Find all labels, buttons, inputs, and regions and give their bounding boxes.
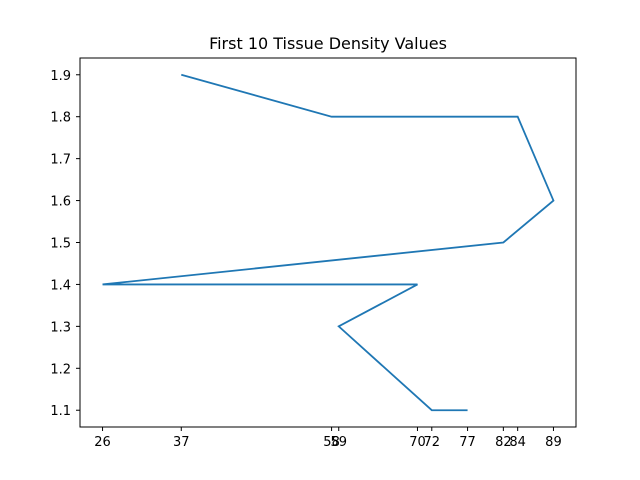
x-tick-label: 89: [545, 435, 562, 450]
y-tick-label: 1.3: [50, 320, 71, 335]
chart-title: First 10 Tissue Density Values: [209, 34, 447, 53]
y-tick-label: 1.5: [50, 237, 71, 252]
x-tick-label: 59: [330, 435, 347, 450]
series-line: [102, 73, 555, 412]
x-tick-label: 58: [323, 435, 340, 450]
y-tick-label: 1.2: [50, 362, 71, 377]
x-tick-label: 82: [495, 435, 512, 450]
x-tick-label: 37: [173, 435, 190, 450]
y-axis: 1.1 1.2 1.3 1.4 1.5 1.6 1.7 1.8 1.9: [50, 69, 80, 419]
x-tick-label: 72: [424, 435, 441, 450]
y-tick-label: 1.9: [50, 69, 71, 84]
plot-area-frame: [79, 57, 577, 428]
x-tick-label: 84: [509, 435, 526, 450]
y-tick-label: 1.4: [50, 278, 71, 293]
y-tick-label: 1.7: [50, 153, 71, 168]
y-tick-label: 1.6: [50, 195, 71, 210]
y-tick-label: 1.1: [50, 404, 71, 419]
y-tick-label: 1.8: [50, 111, 71, 126]
x-tick-label: 70: [409, 435, 426, 450]
x-tick-label: 77: [459, 435, 476, 450]
x-tick-label: 26: [94, 435, 111, 450]
